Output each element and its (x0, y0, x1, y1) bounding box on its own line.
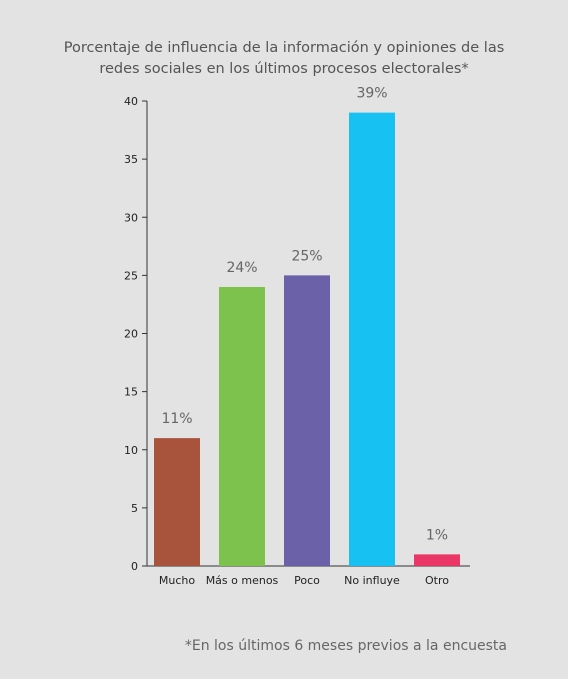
x-tick-label: Más o menos (206, 574, 279, 587)
y-tick-label: 40 (124, 95, 138, 108)
bar (219, 287, 265, 566)
x-tick-label: No influye (344, 574, 400, 587)
y-tick-label: 25 (124, 269, 138, 282)
y-tick-label: 10 (124, 444, 138, 457)
y-tick-label: 15 (124, 386, 138, 399)
x-tick-label: Mucho (159, 574, 195, 587)
y-tick-label: 35 (124, 153, 138, 166)
data-label: 25% (291, 248, 322, 264)
chart-title: Porcentaje de influencia de la informaci… (0, 38, 568, 80)
data-label: 24% (226, 260, 257, 276)
y-tick-label: 30 (124, 211, 138, 224)
y-tick-label: 0 (131, 560, 138, 573)
bar (414, 554, 460, 566)
data-label: 1% (426, 527, 448, 543)
footnote: *En los últimos 6 meses previos a la enc… (184, 638, 507, 654)
y-tick-label: 20 (124, 328, 138, 341)
bar (284, 275, 330, 566)
chart-title-line-2: redes sociales en los últimos procesos e… (99, 61, 469, 77)
x-tick-label: Otro (425, 574, 449, 587)
bar (154, 438, 200, 566)
data-label: 11% (161, 411, 192, 427)
x-tick-label: Poco (294, 574, 320, 587)
data-label: 39% (356, 86, 387, 102)
bar (349, 112, 395, 566)
y-tick-label: 5 (131, 502, 138, 515)
chart-title-line-1: Porcentaje de influencia de la informaci… (63, 40, 505, 56)
